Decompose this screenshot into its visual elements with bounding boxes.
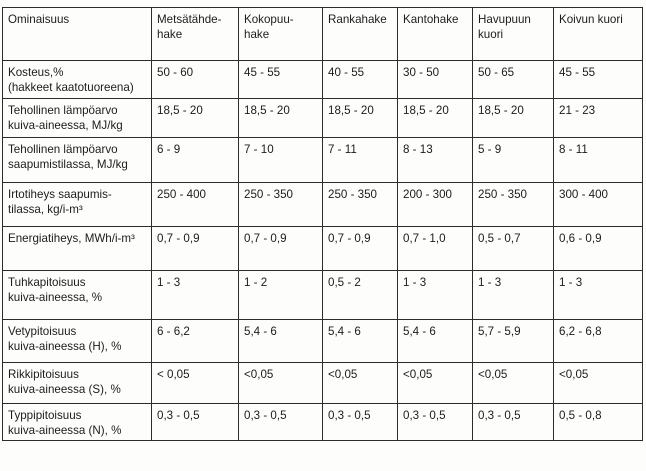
value-cell: 200 - 300 — [397, 182, 473, 227]
value-cell: 0,3 - 0,5 — [472, 403, 554, 441]
value-cell: 0,3 - 0,5 — [151, 403, 239, 441]
table-row-energy-density: Energiatiheys, MWh/i-m³ 0,7 - 0,9 0,7 - … — [2, 226, 643, 271]
value-cell: 45 - 55 — [238, 60, 323, 99]
value-cell: 0,5 - 2 — [322, 270, 398, 320]
value-cell: 6 - 9 — [151, 137, 239, 183]
value-cell: 1 - 3 — [472, 270, 554, 320]
value-cell: 18,5 - 20 — [322, 98, 398, 138]
value-cell: 0,7 - 0,9 — [238, 226, 323, 271]
value-cell: 5,7 - 5,9 — [472, 319, 554, 363]
value-cell: <0,05 — [553, 362, 643, 404]
value-cell: 300 - 400 — [553, 182, 643, 227]
value-cell: 250 - 350 — [238, 182, 323, 227]
table-row-ash-content: Tuhkapitoisuus kuiva-aineessa, % 1 - 3 1 … — [2, 270, 643, 320]
value-cell: 0,7 - 0,9 — [322, 226, 398, 271]
value-cell: 1 - 2 — [238, 270, 323, 320]
value-cell: 8 - 13 — [397, 137, 473, 183]
row-label: Vetypitoisuus kuiva-aineessa (H), % — [2, 319, 152, 363]
value-cell: 0,3 - 0,5 — [397, 403, 473, 441]
header-cell-metsatahdehake: Metsätähde-hake — [151, 7, 239, 61]
table-row-bulk-density: Irtotiheys saapumis-tilassa, kg/i-m³ 250… — [2, 182, 643, 227]
value-cell: 30 - 50 — [397, 60, 473, 99]
value-cell: 5 - 9 — [472, 137, 554, 183]
value-cell: <0,05 — [238, 362, 323, 404]
row-label: Energiatiheys, MWh/i-m³ — [2, 226, 152, 271]
value-cell: 7 - 10 — [238, 137, 323, 183]
table-row-heating-value-received: Tehollinen lämpöarvo saapumistilassa, MJ/… — [2, 137, 643, 183]
value-cell: 250 - 400 — [151, 182, 239, 227]
header-cell-rankahake: Rankahake — [322, 7, 398, 61]
value-cell: 50 - 60 — [151, 60, 239, 99]
value-cell: 0,3 - 0,5 — [322, 403, 398, 441]
value-cell: 6 - 6,2 — [151, 319, 239, 363]
header-cell-kokopuuhake: Kokopuu-hake — [238, 7, 323, 61]
value-cell: 5,4 - 6 — [322, 319, 398, 363]
value-cell: 0,7 - 1,0 — [397, 226, 473, 271]
value-cell: 21 - 23 — [553, 98, 643, 138]
row-label: Tehollinen lämpöarvo kuiva-aineessa, MJ/k… — [2, 98, 152, 138]
header-cell-koivun-kuori: Koivun kuori — [553, 7, 643, 61]
value-cell: 0,3 - 0,5 — [238, 403, 323, 441]
table-row-sulfur-content: Rikkipitoisuus kuiva-aineessa (S), % < 0,… — [2, 362, 643, 404]
header-cell-havupuun-kuori: Havupuun kuori — [472, 7, 554, 61]
value-cell: 8 - 11 — [553, 137, 643, 183]
value-cell: 5,4 - 6 — [238, 319, 323, 363]
value-cell: 50 - 65 — [472, 60, 554, 99]
row-label: Tuhkapitoisuus kuiva-aineessa, % — [2, 270, 152, 320]
value-cell: 0,6 - 0,9 — [553, 226, 643, 271]
value-cell: 40 - 55 — [322, 60, 398, 99]
value-cell: <0,05 — [472, 362, 554, 404]
table-row-heating-value-dry: Tehollinen lämpöarvo kuiva-aineessa, MJ/k… — [2, 98, 643, 138]
value-cell: 0,5 - 0,7 — [472, 226, 554, 271]
value-cell: 18,5 - 20 — [238, 98, 323, 138]
value-cell: 7 - 11 — [322, 137, 398, 183]
value-cell: 5,4 - 6 — [397, 319, 473, 363]
header-cell-kantohake: Kantohake — [397, 7, 473, 61]
row-label: Tehollinen lämpöarvo saapumistilassa, MJ/… — [2, 137, 152, 183]
value-cell: < 0,05 — [151, 362, 239, 404]
value-cell: 1 - 3 — [553, 270, 643, 320]
header-cell-property: Ominaisuus — [2, 7, 152, 61]
fuel-properties-table: Ominaisuus Metsätähde-hake Kokopuu-hake … — [2, 7, 643, 441]
row-label: Rikkipitoisuus kuiva-aineessa (S), % — [2, 362, 152, 404]
value-cell: 250 - 350 — [322, 182, 398, 227]
value-cell: 0,7 - 0,9 — [151, 226, 239, 271]
value-cell: 6,2 - 6,8 — [553, 319, 643, 363]
value-cell: 1 - 3 — [151, 270, 239, 320]
value-cell: 18,5 - 20 — [151, 98, 239, 138]
value-cell: 18,5 - 20 — [472, 98, 554, 138]
table-header-row: Ominaisuus Metsätähde-hake Kokopuu-hake … — [2, 7, 643, 61]
value-cell: 45 - 55 — [553, 60, 643, 99]
value-cell: <0,05 — [397, 362, 473, 404]
row-label: Typpipitoisuus kuiva-aineessa (N), % — [2, 403, 152, 441]
table-row-nitrogen-content: Typpipitoisuus kuiva-aineessa (N), % 0,3 … — [2, 403, 643, 441]
value-cell: 250 - 350 — [472, 182, 554, 227]
row-label: Kosteus,% (hakkeet kaatotuoreena) — [2, 60, 152, 99]
table-row-moisture: Kosteus,% (hakkeet kaatotuoreena) 50 - 60… — [2, 60, 643, 99]
value-cell: <0,05 — [322, 362, 398, 404]
value-cell: 18,5 - 20 — [397, 98, 473, 138]
row-label: Irtotiheys saapumis-tilassa, kg/i-m³ — [2, 182, 152, 227]
value-cell: 1 - 3 — [397, 270, 473, 320]
table-row-hydrogen-content: Vetypitoisuus kuiva-aineessa (H), % 6 - 6… — [2, 319, 643, 363]
value-cell: 0,5 - 0,8 — [553, 403, 643, 441]
